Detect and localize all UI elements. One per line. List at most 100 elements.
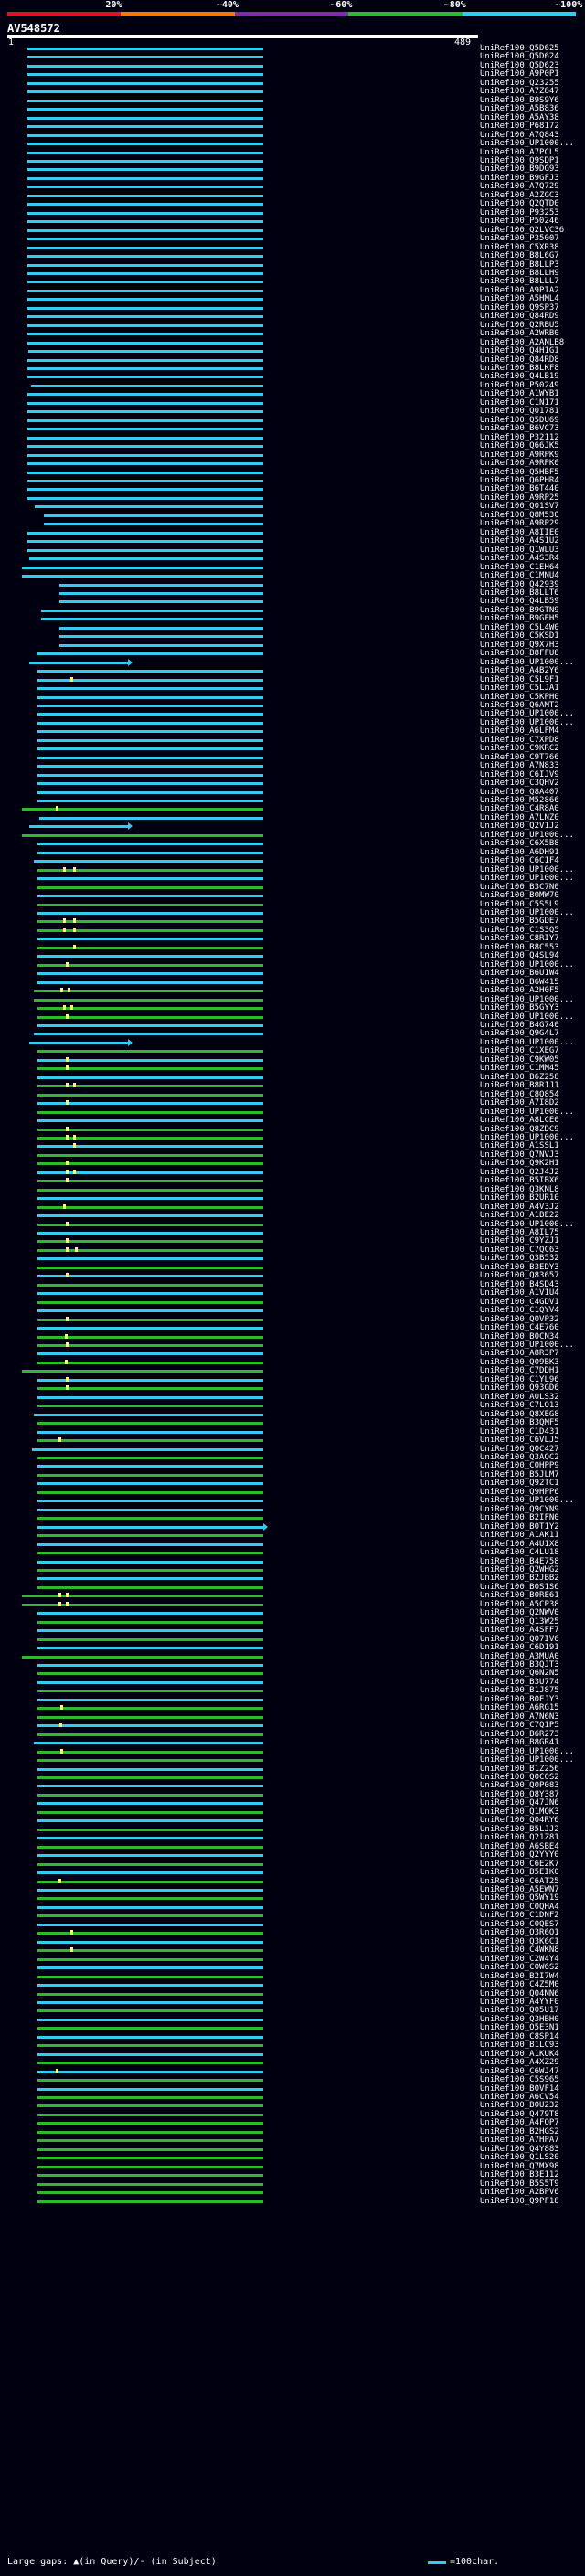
hit-label[interactable]: UniRef100_Q9SDP1 — [480, 155, 559, 165]
hit-label[interactable]: UniRef100_Q5E3N1 — [480, 2023, 559, 2033]
hit-row[interactable]: UniRef100_Q8XEG8 — [0, 1410, 585, 1419]
hit-label[interactable]: UniRef100_A1KUK4 — [480, 2049, 559, 2059]
hit-row[interactable]: UniRef100_Q2J4J2 — [0, 1168, 585, 1177]
hit-label[interactable]: UniRef100_B5EIK0 — [480, 1868, 559, 1878]
hit-label[interactable]: UniRef100_A8LCE0 — [480, 1116, 559, 1126]
hit-label[interactable]: UniRef100_Q9PF18 — [480, 2196, 559, 2206]
hit-label[interactable]: UniRef100_B0S1S6 — [480, 1582, 559, 1592]
hit-label[interactable]: UniRef100_C9KW05 — [480, 1055, 559, 1065]
hit-label[interactable]: UniRef100_C0QHA4 — [480, 1902, 559, 1912]
hit-row[interactable]: UniRef100_Q8Y387 — [0, 1790, 585, 1799]
hit-label[interactable]: UniRef100_B6R273 — [480, 1729, 559, 1739]
hit-label[interactable]: UniRef100_Q83657 — [480, 1271, 559, 1281]
hit-row[interactable]: UniRef100_Q2WHG2 — [0, 1565, 585, 1574]
hit-row[interactable]: UniRef100_C9KW05 — [0, 1055, 585, 1065]
hit-row[interactable]: UniRef100_B6VC73 — [0, 424, 585, 433]
hit-label[interactable]: UniRef100_B0U232 — [480, 2101, 559, 2111]
hit-row[interactable]: UniRef100_C7Q1P5 — [0, 1721, 585, 1730]
hit-row[interactable]: UniRef100_B6U1W4 — [0, 969, 585, 978]
hit-row[interactable]: UniRef100_Q4LB59 — [0, 597, 585, 606]
hit-label[interactable]: UniRef100_C3QHV2 — [480, 779, 559, 789]
hit-label[interactable]: UniRef100_UP1000... — [480, 1012, 574, 1022]
hit-label[interactable]: UniRef100_C5LJA1 — [480, 684, 559, 694]
hit-row[interactable]: UniRef100_C0QES7 — [0, 1920, 585, 1929]
hit-label[interactable]: UniRef100_Q84RD9 — [480, 312, 559, 322]
hit-row[interactable]: UniRef100_Q6AMT2 — [0, 701, 585, 710]
hit-row[interactable]: UniRef100_C2W4Y4 — [0, 1955, 585, 1964]
hit-label[interactable]: UniRef100_A2H0F5 — [480, 986, 559, 996]
hit-label[interactable]: UniRef100_A7PCL5 — [480, 147, 559, 157]
hit-row[interactable]: UniRef100_B2JBB2 — [0, 1574, 585, 1583]
hit-label[interactable]: UniRef100_A4YYF0 — [480, 1997, 559, 2007]
hit-label[interactable]: UniRef100_A5CP38 — [480, 1599, 559, 1609]
hit-row[interactable]: UniRef100_Q2YYY0 — [0, 1850, 585, 1860]
hit-row[interactable]: UniRef100_P32112 — [0, 433, 585, 442]
hit-row[interactable]: UniRef100_Q3R6Q1 — [0, 1928, 585, 1937]
hit-row[interactable]: UniRef100_UP1000... — [0, 960, 585, 970]
hit-row[interactable]: UniRef100_Q05U17 — [0, 2006, 585, 2015]
hit-label[interactable]: UniRef100_Q9G4L7 — [480, 1029, 559, 1039]
hit-label[interactable]: UniRef100_B0MW70 — [480, 891, 559, 901]
hit-label[interactable]: UniRef100_UP1000... — [480, 139, 574, 149]
hit-label[interactable]: UniRef100_C9YZJ1 — [480, 1236, 559, 1246]
hit-row[interactable]: UniRef100_Q9SDP1 — [0, 156, 585, 165]
hit-label[interactable]: UniRef100_A1WYB1 — [480, 389, 559, 399]
hit-row[interactable]: UniRef100_B8R1J1 — [0, 1081, 585, 1090]
hit-row[interactable]: UniRef100_Q5WY19 — [0, 1893, 585, 1903]
hit-row[interactable]: UniRef100_C6C1F4 — [0, 856, 585, 865]
hit-row[interactable]: UniRef100_C6X5B8 — [0, 839, 585, 848]
hit-row[interactable]: UniRef100_C9YZJ1 — [0, 1236, 585, 1246]
hit-label[interactable]: UniRef100_Q6N2N5 — [480, 1669, 559, 1679]
hit-label[interactable]: UniRef100_C7Q1P5 — [480, 1721, 559, 1731]
hit-row[interactable]: UniRef100_B4G740 — [0, 1021, 585, 1030]
hit-label[interactable]: UniRef100_M52866 — [480, 796, 559, 806]
hit-label[interactable]: UniRef100_C5L4W0 — [480, 622, 559, 632]
hit-label[interactable]: UniRef100_A7N6N3 — [480, 1712, 559, 1722]
hit-row[interactable]: UniRef100_A1SSL1 — [0, 1141, 585, 1150]
hit-label[interactable]: UniRef100_A9P0P1 — [480, 69, 559, 80]
hit-row[interactable]: UniRef100_C5KSD1 — [0, 631, 585, 641]
hit-label[interactable]: UniRef100_B2UR10 — [480, 1193, 559, 1203]
hit-row[interactable]: UniRef100_UP1000... — [0, 831, 585, 840]
hit-row[interactable]: UniRef100_UP1000... — [0, 1133, 585, 1142]
hit-row[interactable]: UniRef100_Q2V1J2 — [0, 822, 585, 831]
hit-label[interactable]: UniRef100_A4S1U2 — [480, 536, 559, 546]
hit-label[interactable]: UniRef100_A4U1X8 — [480, 1539, 559, 1549]
hit-label[interactable]: UniRef100_B3C7N0 — [480, 882, 559, 892]
hit-label[interactable]: UniRef100_Q0C0S2 — [480, 1773, 559, 1782]
hit-row[interactable]: UniRef100_C1MM45 — [0, 1064, 585, 1073]
hit-row[interactable]: UniRef100_UP1000... — [0, 1496, 585, 1505]
hit-row[interactable]: UniRef100_Q0C0S2 — [0, 1773, 585, 1782]
hit-row[interactable]: UniRef100_Q5E3N1 — [0, 2023, 585, 2032]
hit-label[interactable]: UniRef100_A7Q729 — [480, 182, 559, 192]
hit-label[interactable]: UniRef100_C1MNU4 — [480, 571, 559, 581]
hit-row[interactable]: UniRef100_C6AT25 — [0, 1877, 585, 1886]
hit-row[interactable]: UniRef100_Q9X7H3 — [0, 641, 585, 650]
hit-row[interactable]: UniRef100_UP1000... — [0, 1341, 585, 1350]
hit-label[interactable]: UniRef100_A6RG15 — [480, 1703, 559, 1713]
hit-row[interactable]: UniRef100_Q23255 — [0, 79, 585, 88]
hit-row[interactable]: UniRef100_C1DNF2 — [0, 1911, 585, 1920]
hit-row[interactable]: UniRef100_C0W6S2 — [0, 1963, 585, 1972]
hit-row[interactable]: UniRef100_A7Q729 — [0, 182, 585, 191]
hit-row[interactable]: UniRef100_B6Z258 — [0, 1073, 585, 1082]
hit-label[interactable]: UniRef100_A3MUA0 — [480, 1651, 559, 1661]
hit-row[interactable]: UniRef100_Q3HBH0 — [0, 2015, 585, 2024]
hit-row[interactable]: UniRef100_UP1000... — [0, 1747, 585, 1756]
hit-row[interactable]: UniRef100_C6WJ47 — [0, 2067, 585, 2076]
hit-row[interactable]: UniRef100_Q0VP32 — [0, 1315, 585, 1324]
hit-row[interactable]: UniRef100_C4WKN8 — [0, 1945, 585, 1955]
hit-row[interactable]: UniRef100_B0VF14 — [0, 2084, 585, 2094]
hit-row[interactable]: UniRef100_Q83657 — [0, 1271, 585, 1280]
hit-row[interactable]: UniRef100_Q8A407 — [0, 788, 585, 797]
hit-label[interactable]: UniRef100_Q7NVJ3 — [480, 1150, 559, 1160]
hit-label[interactable]: UniRef100_B6T440 — [480, 484, 559, 494]
hit-label[interactable]: UniRef100_UP1000... — [480, 657, 574, 667]
hit-row[interactable]: UniRef100_A9RPK0 — [0, 459, 585, 468]
hit-row[interactable]: UniRef100_B8LLH9 — [0, 269, 585, 278]
hit-row[interactable]: UniRef100_Q6PHR4 — [0, 476, 585, 485]
hit-row[interactable]: UniRef100_B6R273 — [0, 1730, 585, 1739]
hit-label[interactable]: UniRef100_C9KRC2 — [480, 744, 559, 754]
hit-row[interactable]: UniRef100_B0T1Y2 — [0, 1522, 585, 1532]
hit-row[interactable]: UniRef100_C1QYV4 — [0, 1306, 585, 1315]
